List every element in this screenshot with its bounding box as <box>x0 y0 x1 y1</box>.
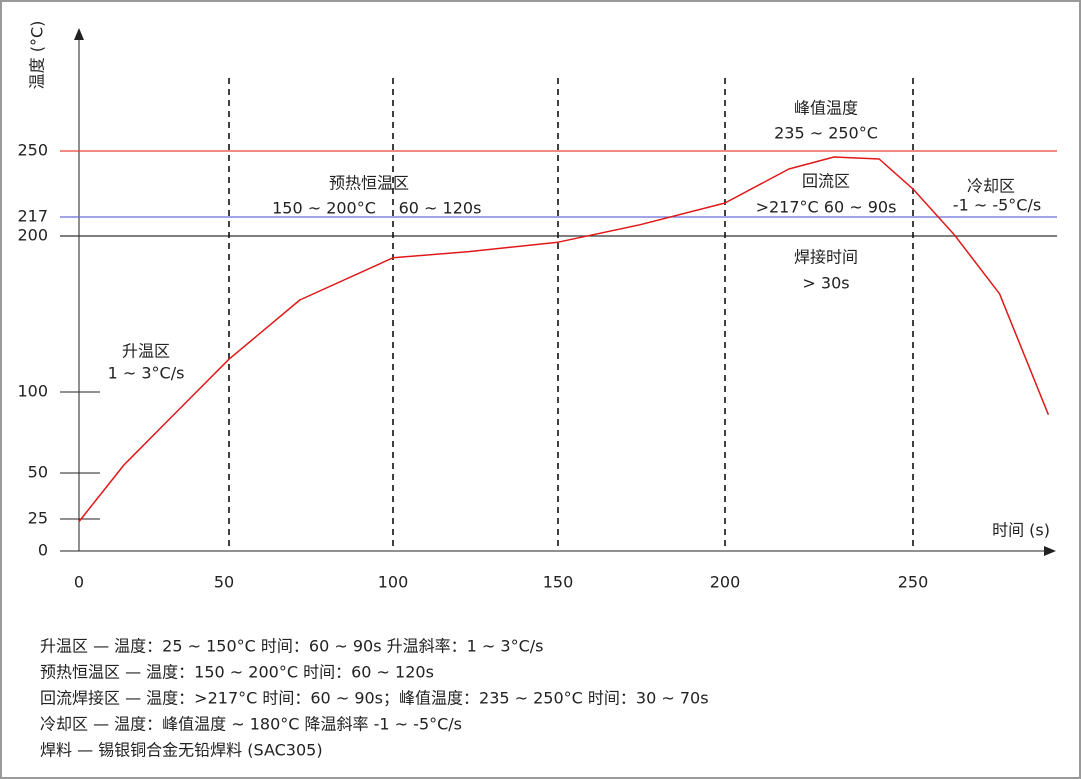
y-arrow <box>74 28 84 40</box>
annotation: 回流区 <box>802 172 850 191</box>
annotation: > 30s <box>802 274 849 293</box>
annotation: >217°C 60 ~ 90s <box>756 198 897 217</box>
y-label: 温度 (°C) <box>28 21 47 90</box>
y-tick-label: 100 <box>17 382 48 401</box>
x-label: 时间 (s) <box>992 521 1050 540</box>
note: 预热恒温区 — 温度：150 ~ 200°C 时间：60 ~ 120s <box>40 663 434 682</box>
x-tick-label: 50 <box>214 573 234 592</box>
note: 冷却区 — 温度：峰值温度 ~ 180°C 降温斜率 -1 ~ -5°C/s <box>40 715 462 734</box>
y-tick-label: 25 <box>28 509 48 528</box>
y-tick-label: 200 <box>17 226 48 245</box>
annotation: 冷却区 <box>967 177 1015 196</box>
x-tick-label: 100 <box>378 573 409 592</box>
note: 焊料 — 锡银铜合金无铅焊料 (SAC305) <box>40 741 323 760</box>
y-tick-label: 217 <box>17 207 48 226</box>
annotation: -1 ~ -5°C/s <box>953 196 1041 215</box>
temperature-curve <box>78 156 1050 523</box>
x-arrow <box>1044 546 1056 556</box>
x-tick-label: 250 <box>898 573 929 592</box>
annotation: 150 ~ 200°C <box>272 199 376 218</box>
x-tick-label: 150 <box>543 573 574 592</box>
note: 回流焊接区 — 温度：>217°C 时间：60 ~ 90s；峰值温度：235 ~… <box>40 689 709 708</box>
annotation: 焊接时间 <box>794 248 858 267</box>
annotation: 60 ~ 120s <box>399 199 482 218</box>
note: 升温区 — 温度：25 ~ 150°C 时间：60 ~ 90s 升温斜率：1 ~… <box>40 637 543 656</box>
y-tick-label: 0 <box>38 541 48 560</box>
annotation: 峰值温度 <box>794 99 858 118</box>
y-tick-label: 250 <box>17 141 48 160</box>
y-tick-label: 50 <box>28 463 48 482</box>
annotation: 235 ~ 250°C <box>774 124 878 143</box>
annotation: 预热恒温区 <box>329 174 409 193</box>
annotation: 升温区 <box>122 342 170 361</box>
annotation: 1 ~ 3°C/s <box>108 364 185 383</box>
x-tick-label: 200 <box>710 573 741 592</box>
x-tick-label: 0 <box>74 573 84 592</box>
